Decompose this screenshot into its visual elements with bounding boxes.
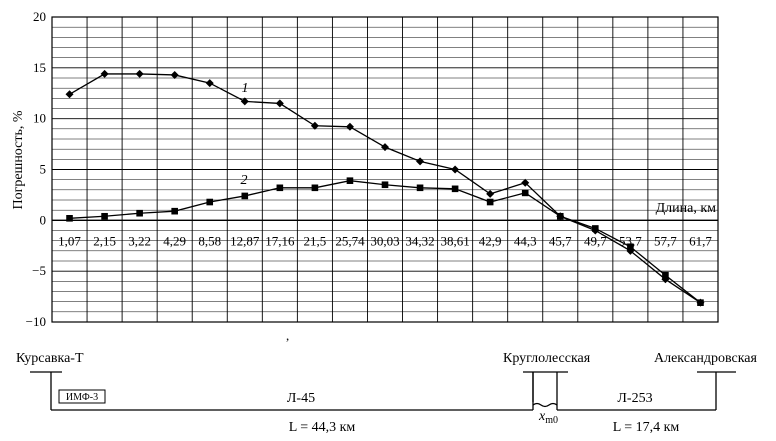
series-2-point [206,198,214,206]
series-1-point [451,165,460,174]
x-category-label: 21,5 [304,233,327,248]
series-2-point [556,212,564,220]
fault-brace [532,402,558,408]
series-1-point [381,143,389,152]
x-category-label: 57,7 [654,233,677,248]
y-tick-label: −5 [32,263,46,278]
series-2-point [627,243,634,251]
station-left: Курсавка-Т [16,351,84,366]
series-1-point [486,189,495,198]
station-middle: Круглолесская [503,351,591,366]
series-1-line [69,73,701,304]
y-tick-label: 15 [33,60,46,75]
grid [51,16,719,323]
x-axis-label: Длина, км [656,201,717,216]
series-1-point [135,69,144,78]
x-category-label: 42,9 [479,233,502,248]
x-category-label: 17,16 [265,233,295,248]
series-2-point [416,184,424,192]
stray-mark: , [286,328,289,343]
x-category-label: 2,15 [93,233,116,248]
series-2-point [697,299,704,306]
series-2-point [521,189,529,197]
series-1-point [521,178,530,187]
series-2-label: 2 [241,173,248,188]
y-axis-label: Погрешность, % [11,110,26,209]
device-box [58,389,106,404]
fault-point-label: xm0 [538,409,558,426]
series-1-label: 1 [242,81,249,96]
series-1-point [345,122,354,131]
series-2-point [311,184,319,192]
y-tick-label: 5 [40,162,47,177]
x-category-label: 44,3 [514,233,537,248]
x-category-label: 38,61 [440,233,469,248]
x-category-label: 45,7 [549,233,572,248]
x-category-label: 30,03 [370,233,399,248]
y-axis-ticks: −10 −5 0 5 10 15 20 [26,9,46,329]
series-1-point [65,90,74,99]
series-1-point [275,99,284,108]
y-tick-label: −10 [26,314,46,329]
series-1-point [416,157,425,166]
x-category-label: 12,87 [230,233,260,248]
series-1-point [170,70,179,79]
line-right-name: Л-253 [617,391,652,406]
series-2-point [66,215,73,222]
series-1-point [240,97,249,106]
x-category-labels: 1,07 2,15 3,22 4,29 8,58 12,87 17,16 21,5 25,74 3… [58,233,712,248]
series-1-point [100,69,109,78]
x-category-label: 25,74 [335,233,365,248]
x-category-label: 4,29 [163,233,186,248]
length-right: L = 17,4 км [613,420,680,435]
series-2-point [241,192,249,200]
x-category-label: 49,7 [584,233,607,248]
series-2-point [346,177,354,184]
x-category-label: 61,7 [689,233,712,248]
plot-frame [51,16,719,323]
length-left: L = 44,3 км [289,420,356,435]
series-2-point [592,225,599,232]
series-2-point [171,207,178,215]
series-2-point [276,184,284,192]
station-right: Александровская [654,351,758,366]
device-label: ИМФ-3 [66,392,98,403]
y-tick-label: 20 [33,9,46,24]
series-2-point [381,181,389,189]
line-left-name: Л-45 [287,391,315,406]
y-tick-label: 0 [40,212,47,227]
y-tick-label: 10 [33,111,46,126]
x-category-label: 3,22 [128,233,151,248]
fault-point-subscript: m0 [545,415,558,426]
series-2-point [662,271,669,279]
series-2-point [451,185,459,193]
series-2-point [101,212,108,220]
series-2-point [136,209,143,217]
x-category-label: 8,58 [198,233,221,248]
x-category-label: 34,32 [405,233,434,248]
series-layer [65,69,705,307]
line-diagram [30,371,736,411]
series-1-point [310,121,319,130]
x-category-label: 1,07 [58,233,81,248]
series-1-point [205,79,214,88]
series-2-point [486,198,494,206]
